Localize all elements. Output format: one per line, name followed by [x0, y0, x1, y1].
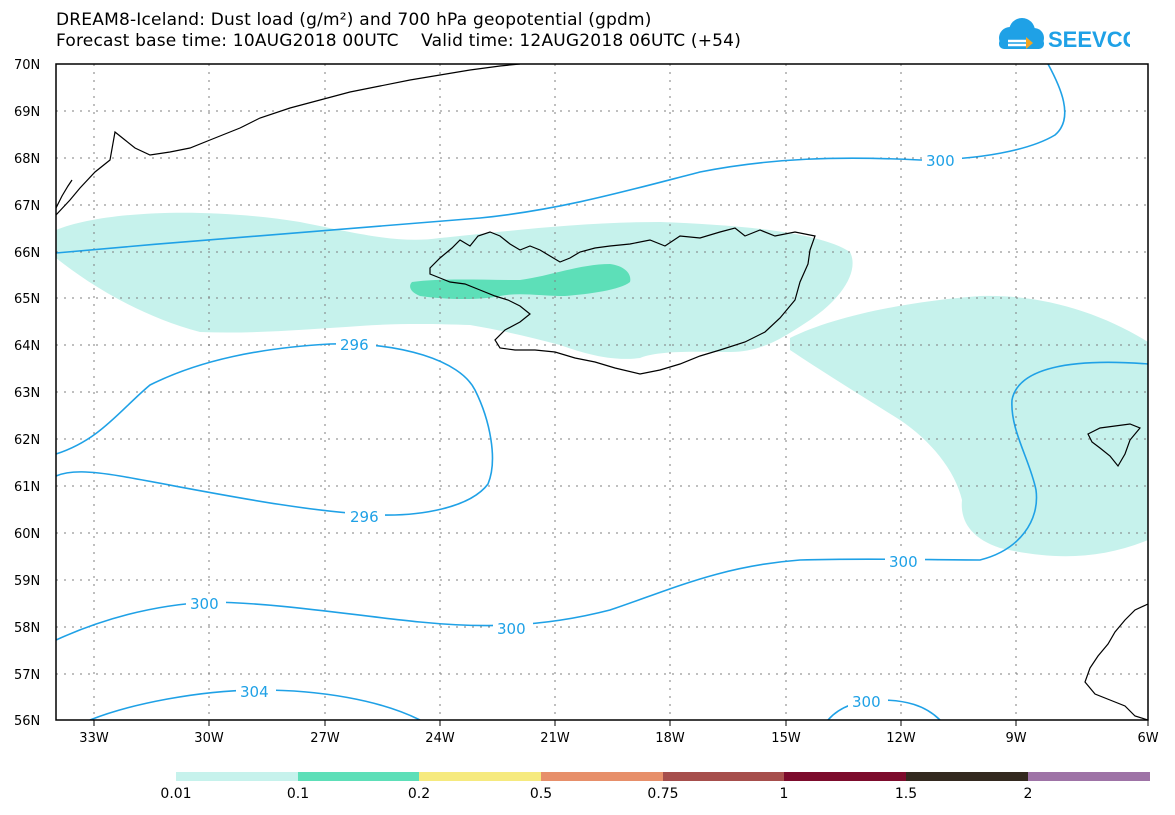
coastline-iceland	[429, 227, 816, 375]
legend-label: 2	[1024, 786, 1033, 802]
lat-label: 62N	[14, 433, 40, 448]
contour-labels: 300 296 296 300 300 300 304 300	[186, 151, 962, 711]
legend-label: 1	[780, 786, 789, 802]
contour-label-300-d: 300	[497, 620, 526, 638]
graticule	[56, 64, 1148, 720]
map-subtitle-times: Forecast base time: 10AUG2018 00UTC Vali…	[56, 31, 742, 51]
lat-label: 70N	[14, 58, 40, 73]
legend-swatch	[541, 772, 663, 781]
contour-300-south	[56, 361, 1148, 641]
legend-label: 0.5	[530, 786, 552, 802]
contour-296-closed	[56, 343, 494, 516]
longitude-labels: 33W 30W 27W 24W 21W 18W 15W 12W 9W 6W	[79, 731, 1158, 746]
contour-label-300-b: 300	[889, 553, 918, 571]
lon-label: 33W	[79, 731, 109, 746]
seevccc-logo: SEEVCCC	[999, 18, 1130, 52]
lat-label: 67N	[14, 199, 40, 214]
contour-label-300-c: 300	[190, 595, 219, 613]
contour-label-296-b: 296	[350, 508, 379, 526]
coastline-faroes	[1087, 423, 1141, 468]
lon-label: 21W	[540, 731, 570, 746]
lon-label: 27W	[310, 731, 340, 746]
legend-swatch	[1028, 772, 1150, 781]
lat-label: 57N	[14, 668, 40, 683]
lon-label: 12W	[886, 731, 916, 746]
logo-text: SEEVCCC	[1048, 27, 1130, 52]
lat-label: 61N	[14, 480, 40, 495]
lon-label: 24W	[425, 731, 455, 746]
lat-label: 64N	[14, 339, 40, 354]
coastline-scotland	[1084, 603, 1148, 720]
coastline-greenland	[56, 64, 521, 216]
lat-label: 56N	[14, 714, 40, 729]
lon-label: 15W	[771, 731, 801, 746]
lat-label: 59N	[14, 574, 40, 589]
legend-swatch	[663, 772, 784, 781]
lon-label: 30W	[194, 731, 224, 746]
lat-label: 63N	[14, 386, 40, 401]
legend-labels: 0.01 0.1 0.2 0.5 0.75 1 1.5 2	[160, 786, 1032, 802]
legend-swatch	[419, 772, 541, 781]
map-frame	[55, 63, 1149, 721]
dust-area-mid	[410, 264, 631, 299]
legend-label: 0.01	[160, 786, 191, 802]
dust-area-low-east	[790, 295, 1148, 557]
contour-label-300-e: 300	[852, 693, 881, 711]
lon-label: 9W	[1005, 731, 1026, 746]
lat-label: 68N	[14, 152, 40, 167]
lat-label: 60N	[14, 527, 40, 542]
legend-swatch	[298, 772, 419, 781]
lat-label: 65N	[14, 292, 40, 307]
lat-label: 69N	[14, 105, 40, 120]
legend-label: 1.5	[895, 786, 917, 802]
coastline-greenland-inner	[56, 179, 73, 209]
contour-label-304: 304	[240, 683, 269, 701]
contour-label-300-a: 300	[926, 152, 955, 170]
cloud-icon	[999, 18, 1044, 49]
legend-label: 0.75	[647, 786, 678, 802]
legend-swatch	[176, 772, 298, 781]
map-title: DREAM8-Iceland: Dust load (g/m²) and 700…	[56, 10, 652, 30]
lat-label: 58N	[14, 621, 40, 636]
legend-swatch	[906, 772, 1028, 781]
legend-colorbar	[176, 772, 1150, 781]
latitude-labels: 70N 69N 68N 67N 66N 65N 64N 63N 62N 61N …	[14, 58, 40, 729]
lat-label: 66N	[14, 246, 40, 261]
legend-swatch	[784, 772, 906, 781]
coastlines	[56, 64, 1148, 720]
lon-label: 18W	[655, 731, 685, 746]
legend-label: 0.1	[287, 786, 309, 802]
legend-label: 0.2	[408, 786, 430, 802]
contour-label-296-a: 296	[340, 336, 369, 354]
contour-300-north	[56, 64, 1066, 254]
axis-ticks	[93, 720, 1149, 726]
lon-label: 6W	[1137, 731, 1158, 746]
